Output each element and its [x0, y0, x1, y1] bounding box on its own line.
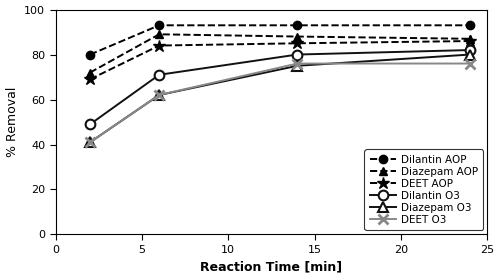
Diazepam AOP	[156, 33, 162, 36]
Dilantin AOP	[467, 24, 473, 27]
DEET AOP	[294, 42, 300, 45]
Dilantin AOP	[156, 24, 162, 27]
DEET O3	[467, 62, 473, 65]
Diazepam AOP	[467, 37, 473, 40]
Line: Diazepam O3: Diazepam O3	[85, 50, 475, 147]
Y-axis label: % Removal: % Removal	[6, 87, 18, 157]
DEET AOP	[467, 39, 473, 43]
DEET O3	[156, 93, 162, 97]
Diazepam O3	[467, 53, 473, 56]
Line: Dilantin AOP: Dilantin AOP	[86, 21, 474, 59]
Diazepam O3	[156, 93, 162, 97]
Diazepam O3	[87, 141, 93, 144]
Dilantin AOP	[87, 53, 93, 56]
DEET AOP	[87, 78, 93, 81]
Line: DEET AOP: DEET AOP	[84, 35, 476, 86]
Dilantin O3	[294, 53, 300, 56]
Dilantin O3	[156, 73, 162, 76]
DEET AOP	[156, 44, 162, 47]
X-axis label: Reaction Time [min]: Reaction Time [min]	[200, 260, 342, 273]
Diazepam AOP	[87, 71, 93, 74]
Legend: Dilantin AOP, Diazepam AOP, DEET AOP, Dilantin O3, Diazepam O3, DEET O3: Dilantin AOP, Diazepam AOP, DEET AOP, Di…	[364, 150, 483, 230]
Diazepam O3	[294, 64, 300, 68]
Dilantin AOP	[294, 24, 300, 27]
Line: DEET O3: DEET O3	[85, 59, 475, 147]
DEET O3	[87, 141, 93, 144]
Dilantin O3	[87, 122, 93, 126]
Line: Dilantin O3: Dilantin O3	[85, 45, 475, 129]
Diazepam AOP	[294, 35, 300, 38]
DEET O3	[294, 62, 300, 65]
Dilantin O3	[467, 48, 473, 52]
Line: Diazepam AOP: Diazepam AOP	[86, 30, 474, 77]
